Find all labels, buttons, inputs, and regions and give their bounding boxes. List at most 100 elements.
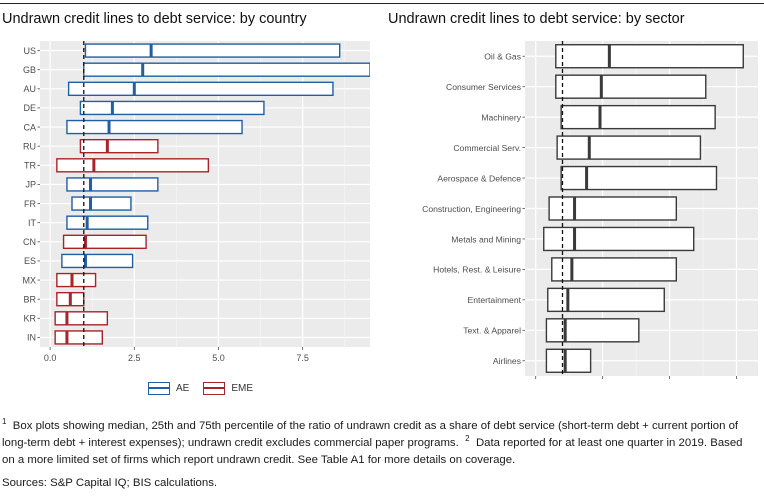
box-tr — [56, 158, 210, 173]
x-tick-label: 2.5 — [128, 353, 141, 363]
box-fr — [71, 196, 132, 211]
category-label-ru: RU — [23, 141, 36, 151]
footnote-1: Box plots showing median, 25th and 75th … — [2, 420, 739, 449]
x-tick-label: 2.5 — [596, 382, 609, 383]
box-airlines — [545, 348, 592, 373]
category-label-hotels-rest-leisure: Hotels, Rest. & Leisure — [433, 265, 521, 275]
box-iqr-hotels-rest-leisure — [551, 257, 678, 282]
box-construction-engineering — [548, 196, 678, 221]
box-iqr-es — [61, 253, 134, 269]
box-iqr-gb — [83, 62, 370, 77]
x-tick-label: 5.0 — [212, 353, 225, 363]
box-iqr-commercial-serv — [556, 135, 702, 160]
boxes — [54, 43, 370, 345]
category-label-construction-engineering: Construction, Engineering — [422, 204, 521, 214]
box-iqr-mx — [56, 272, 97, 288]
sector-boxplot-chart: Oil & Gas Consumer Services Machinery Comme… — [422, 41, 758, 383]
box-iqr-us — [84, 43, 341, 58]
box-br — [56, 291, 85, 307]
category-label-commercial-serv: Commercial Serv. — [453, 143, 521, 153]
box-aerospace-defence — [560, 165, 718, 191]
category-label-fr: FR — [24, 199, 36, 209]
left-chart-title: Undrawn credit lines to debt service: by… — [2, 11, 307, 27]
category-label-us: US — [23, 46, 36, 56]
category-label-aerospace-defence: Aerospace & Defence — [437, 173, 521, 183]
box-ca — [66, 119, 243, 135]
category-label-oil-gas: Oil & Gas — [484, 52, 521, 62]
box-iqr-jp — [66, 177, 159, 192]
box-iqr-fr — [71, 196, 132, 211]
category-label-text-apparel: Text. & Apparel — [463, 326, 521, 336]
box-jp — [66, 177, 159, 192]
category-label-tr: TR — [24, 161, 36, 171]
footnote-marker-1: 1 — [2, 417, 7, 427]
box-iqr-consumer-services — [555, 74, 707, 99]
category-label-kr: KR — [23, 314, 36, 324]
box-iqr-entertainment — [547, 287, 665, 313]
category-label-jp: JP — [25, 180, 36, 190]
x-tick-label: 0.0 — [529, 382, 542, 383]
box-iqr-it — [66, 215, 149, 230]
box-text-apparel — [545, 318, 640, 343]
box-iqr-airlines — [545, 348, 592, 373]
box-us — [84, 43, 341, 58]
box-mx — [56, 272, 97, 288]
x-tick-label: 7.5 — [730, 382, 743, 383]
box-consumer-services — [555, 74, 707, 99]
legend-swatch-eme — [203, 381, 226, 395]
legend-swatch-ae — [148, 381, 170, 395]
category-label-cn: CN — [23, 237, 36, 247]
box-commercial-serv — [556, 135, 702, 160]
footnote-marker-2: 2 — [465, 434, 470, 444]
legend-label-eme: EME — [231, 382, 254, 394]
category-label-au: AU — [23, 84, 36, 94]
country-boxplot-chart: US GB AU DE CA RU TR JP FR IT CN ES MX BR KR IN 0.0 2.5 5.… — [23, 41, 370, 363]
box-ru — [79, 138, 159, 154]
category-label-machinery: Machinery — [481, 112, 521, 122]
legend-item-eme: EME — [203, 381, 254, 395]
x-tick-label: 0.0 — [44, 353, 57, 363]
box-iqr-kr — [54, 311, 109, 326]
category-label-es: ES — [24, 256, 36, 266]
box-iqr-construction-engineering — [548, 196, 678, 221]
boxes — [543, 44, 744, 373]
category-label-br: BR — [23, 294, 36, 304]
box-cn — [62, 234, 147, 250]
footnote-text: 1 Box plots showing median, 25th and 75t… — [2, 418, 758, 469]
box-machinery — [560, 104, 716, 130]
category-label-entertainment: Entertainment — [467, 295, 521, 305]
box-iqr-tr — [56, 158, 210, 173]
box-iqr-au — [67, 81, 334, 97]
box-iqr-ru — [79, 138, 159, 154]
x-tick-label: 7.5 — [296, 353, 309, 363]
right-chart-title: Undrawn credit lines to debt service: by… — [388, 11, 685, 27]
category-label-gb: GB — [23, 65, 36, 75]
box-in — [54, 330, 103, 345]
category-label-it: IT — [28, 218, 37, 228]
box-iqr-text-apparel — [545, 318, 640, 343]
category-label-mx: MX — [23, 275, 37, 285]
box-it — [66, 215, 149, 230]
x-tick-label: 5.0 — [663, 382, 676, 383]
box-metals-and-mining — [543, 226, 695, 252]
box-iqr-ca — [66, 119, 243, 135]
sources-note: Sources: S&P Capital IQ; BIS calculation… — [2, 477, 218, 489]
footnote-2: Data reported for at least one quarter i… — [2, 437, 743, 466]
box-iqr-in — [54, 330, 103, 345]
box-es — [61, 253, 134, 269]
legend-item-ae: AE — [148, 381, 190, 395]
box-iqr-aerospace-defence — [560, 165, 718, 191]
category-label-in: IN — [27, 333, 36, 343]
box-entertainment — [547, 287, 665, 313]
box-iqr-de — [79, 100, 265, 116]
box-iqr-machinery — [560, 104, 716, 130]
box-iqr-metals-and-mining — [543, 226, 695, 252]
box-gb — [83, 62, 370, 77]
box-iqr-oil-gas — [555, 44, 744, 69]
box-kr — [54, 311, 109, 326]
box-oil-gas — [555, 44, 744, 69]
category-label-de: DE — [23, 103, 36, 113]
legend-label-ae: AE — [176, 382, 190, 394]
category-label-metals-and-mining: Metals and Mining — [451, 234, 521, 244]
box-de — [79, 100, 265, 116]
